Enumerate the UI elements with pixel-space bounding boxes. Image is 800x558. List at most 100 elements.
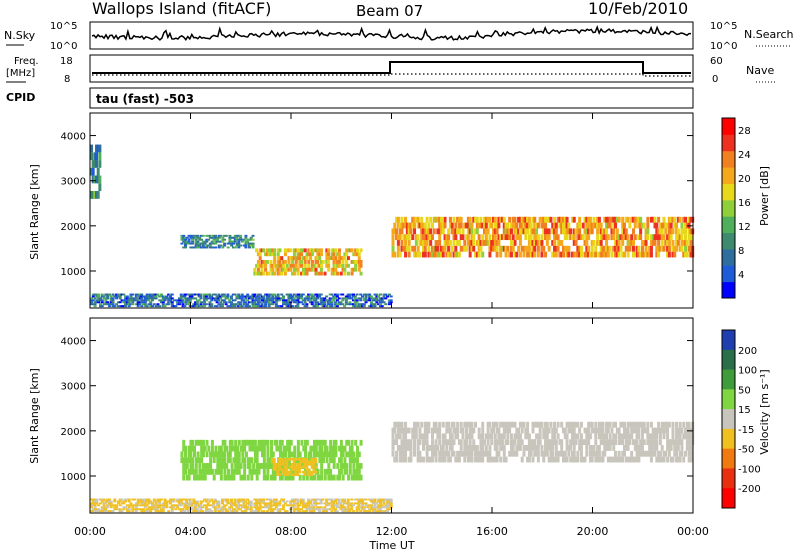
echo-cell	[262, 463, 266, 469]
echo-cell	[264, 263, 268, 268]
echo-cell	[330, 303, 334, 306]
echo-cell	[273, 439, 277, 446]
echo-cell	[179, 500, 183, 503]
echo-cell	[218, 468, 222, 475]
echo-cell	[96, 191, 100, 199]
echo-cell	[125, 504, 129, 507]
echo-cell	[513, 228, 517, 235]
echo-cell	[373, 504, 377, 507]
echo-cell	[477, 240, 481, 246]
echo-cell	[319, 301, 323, 304]
colorbar-segment	[722, 167, 735, 184]
echo-cell	[373, 305, 377, 308]
echo-cell	[287, 439, 291, 446]
echo-cell	[553, 228, 557, 235]
echo-cell	[271, 263, 275, 268]
echo-cell	[597, 240, 601, 246]
echo-cell	[259, 463, 263, 469]
echo-cell	[353, 305, 357, 308]
echo-cell	[195, 305, 199, 308]
echo-cell	[422, 222, 426, 229]
echo-cell	[474, 445, 478, 451]
echo-cell	[325, 445, 329, 452]
echo-cell	[615, 427, 619, 434]
echo-cell	[296, 295, 300, 298]
echo-cell	[266, 445, 270, 452]
echo-cell	[120, 299, 124, 302]
echo-cell	[303, 305, 307, 308]
echo-cell	[606, 216, 610, 223]
echo-cell	[265, 299, 269, 302]
echo-cell	[264, 305, 268, 308]
echo-cell	[515, 251, 519, 258]
echo-cell	[278, 256, 282, 261]
echo-cell	[273, 468, 277, 475]
echo-cell	[479, 245, 483, 252]
echo-cell	[508, 234, 512, 241]
echo-cell	[615, 251, 619, 258]
echo-cell	[395, 439, 399, 446]
echo-cell	[91, 500, 95, 503]
echo-cell	[189, 445, 193, 452]
echo-cell	[335, 504, 339, 507]
echo-cell	[262, 445, 266, 452]
echo-cell	[529, 234, 533, 241]
echo-cell	[581, 456, 585, 463]
echo-cell	[237, 457, 241, 464]
echo-cell	[317, 303, 321, 306]
echo-cell	[180, 234, 184, 237]
echo-cell	[189, 242, 193, 245]
echo-cell	[213, 508, 217, 511]
echo-cell	[183, 506, 187, 509]
echo-cell	[203, 463, 207, 469]
echo-cell	[304, 451, 308, 458]
echo-cell	[671, 427, 675, 434]
echo-cell	[116, 508, 120, 511]
echo-cell	[106, 500, 110, 503]
echo-cell	[131, 508, 135, 511]
echo-cell	[296, 502, 300, 505]
echo-cell	[240, 504, 244, 507]
echo-cell	[343, 502, 347, 505]
echo-cell	[317, 498, 321, 501]
echo-cell	[216, 468, 220, 475]
echo-cell	[626, 421, 630, 428]
echo-cell	[226, 498, 230, 501]
echo-cell	[380, 500, 384, 503]
echo-cell	[235, 451, 239, 458]
echo-cell	[177, 299, 181, 302]
echo-cell	[221, 451, 225, 458]
echo-cell	[579, 251, 583, 258]
echo-cell	[601, 439, 605, 446]
echo-cell	[276, 510, 280, 513]
echo-cell	[325, 457, 329, 464]
echo-cell	[658, 228, 662, 235]
velocity-cbar-tick-neg50: -50	[738, 445, 754, 456]
echo-cell	[338, 457, 342, 464]
echo-cell	[684, 240, 688, 246]
echo-cell	[459, 450, 463, 457]
echo-cell	[212, 246, 216, 249]
echo-cell	[196, 236, 200, 239]
echo-cell	[100, 498, 104, 501]
time-axis-label: Time UT	[368, 539, 414, 552]
echo-cell	[452, 421, 456, 428]
echo-cell	[352, 504, 356, 507]
echo-cell	[255, 508, 259, 511]
echo-cell	[443, 216, 447, 223]
echo-cell	[619, 456, 623, 463]
echo-cell	[140, 500, 144, 503]
echo-cell	[601, 234, 605, 241]
noise-left-tick-bottom: 10^0	[50, 41, 77, 52]
echo-cell	[499, 445, 503, 451]
echo-cell	[122, 506, 126, 509]
echo-cell	[338, 474, 342, 481]
echo-cell	[290, 468, 294, 471]
echo-cell	[623, 450, 627, 457]
echo-cell	[298, 301, 302, 304]
echo-cell	[504, 427, 508, 434]
echo-cell	[640, 421, 644, 428]
echo-cell	[354, 474, 358, 481]
echo-cell	[450, 222, 454, 229]
echo-cell	[371, 303, 375, 306]
